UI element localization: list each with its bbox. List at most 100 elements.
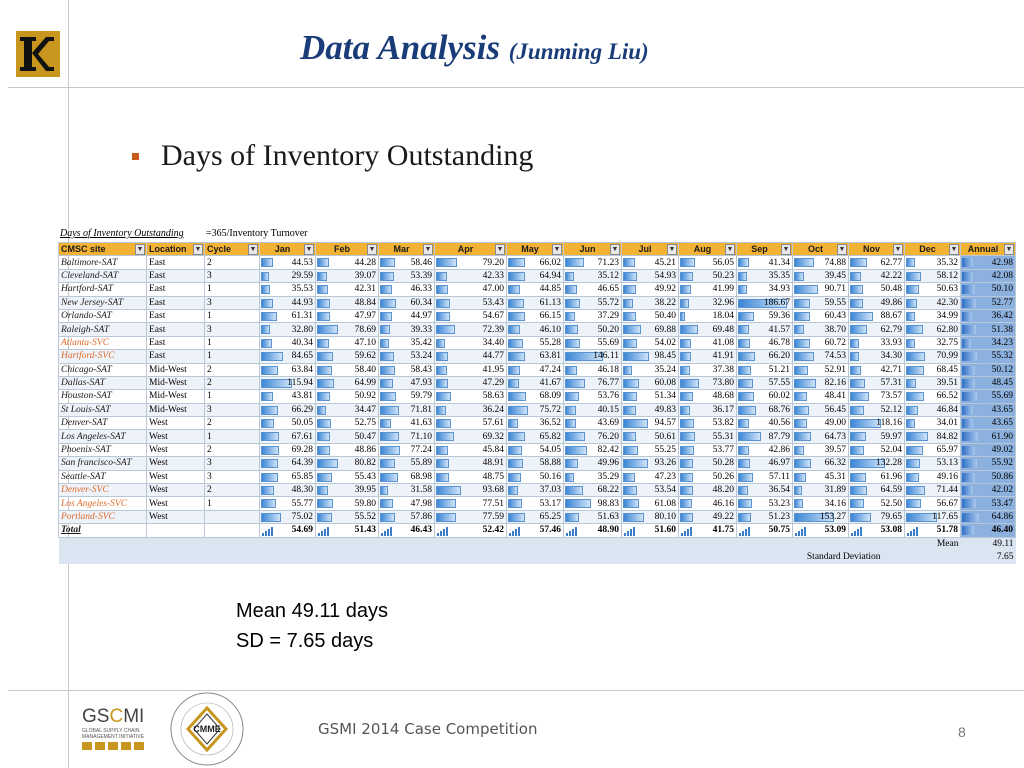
databar — [794, 365, 808, 375]
databar — [380, 258, 396, 268]
table-cell: 77.51 — [434, 496, 507, 511]
mean-row: Mean 49.11 — [58, 536, 1016, 551]
databar — [623, 472, 636, 482]
table-cell: 32.80 — [259, 322, 316, 337]
table-cell: 53.43 — [434, 295, 507, 310]
total-label: Total — [58, 523, 147, 538]
table-cell: 57.55 — [736, 375, 793, 391]
filter-dropdown-icon: ▼ — [781, 244, 791, 255]
table-cell: 41.67 — [506, 375, 564, 391]
databar — [508, 378, 519, 388]
databar — [680, 311, 685, 321]
site-cell: Phoenix-SAT — [58, 442, 147, 458]
column-header: Annual ▼ — [960, 241, 1016, 257]
site-cell: Orlando-SAT — [58, 308, 147, 324]
table-row: Chicago-SAT Mid-West 2 63.84 58.40 58.43 41.95… — [58, 362, 1016, 377]
table-cell: 51.21 — [736, 362, 793, 377]
location-cell: East — [146, 322, 205, 337]
table-cell: 40.15 — [563, 402, 622, 418]
table-cell: 93.26 — [621, 456, 679, 471]
databar — [906, 338, 915, 348]
table-cell: 65.25 — [506, 509, 564, 525]
cycle-cell: 3 — [204, 295, 260, 310]
databar — [623, 258, 635, 268]
table-row: Raleigh-SAT East 3 32.80 78.69 39.33 72.39 46.1… — [58, 322, 1016, 337]
databar — [738, 445, 750, 455]
databar — [850, 271, 862, 281]
databar — [962, 258, 974, 268]
gscmi-wordmark: GSCMI — [82, 706, 145, 727]
sd-text: SD = 7.65 days — [236, 630, 374, 652]
databar — [565, 352, 604, 362]
databar — [738, 311, 754, 321]
cycle-cell: 2 — [204, 362, 260, 377]
table-cell: 50.92 — [315, 389, 379, 404]
sheet-caption: Days of Inventory Outstanding — [60, 228, 184, 239]
databar — [623, 285, 637, 295]
databar — [906, 311, 916, 321]
databar — [565, 258, 584, 268]
databar — [680, 445, 695, 455]
table-cell: 40.34 — [259, 335, 316, 351]
databar — [680, 512, 693, 522]
table-row: Atlanta-SVC East 1 40.34 47.10 35.42 34.40 55.2… — [58, 335, 1016, 351]
databar — [962, 526, 975, 536]
table-row: Hartford-SVC East 1 84.65 59.62 53.24 44.77 63.… — [58, 349, 1016, 364]
databar — [380, 365, 396, 375]
table-cell: 78.69 — [315, 322, 379, 337]
filter-dropdown-icon: ▼ — [193, 244, 203, 255]
databar — [906, 459, 920, 469]
table-cell: 35.24 — [621, 362, 679, 377]
table-cell: 56.05 — [678, 255, 737, 270]
table-cell: 80.82 — [315, 456, 379, 471]
databar — [317, 352, 333, 362]
sparkline-icon — [624, 525, 636, 537]
databar — [794, 392, 807, 402]
sparkline-icon — [851, 525, 863, 537]
table-cell: 53.76 — [563, 389, 622, 404]
table-cell: 75.02 — [259, 509, 316, 525]
table-cell: 62.77 — [848, 255, 905, 270]
filter-dropdown-icon: ▼ — [1004, 244, 1014, 255]
table-cell: 53.17 — [506, 496, 564, 511]
databar — [317, 472, 332, 482]
databar — [436, 352, 448, 362]
table-cell: 35.42 — [378, 335, 435, 351]
sparkline-icon — [381, 525, 393, 537]
databar — [962, 432, 979, 442]
table-cell: 65.97 — [904, 442, 961, 458]
table-cell: 65.85 — [259, 469, 316, 485]
mean-text: Mean 49.11 days — [236, 600, 388, 622]
table-cell: 54.93 — [621, 268, 679, 284]
databar — [565, 271, 575, 281]
databar — [738, 432, 762, 442]
table-cell: 58.40 — [315, 362, 379, 377]
databar — [261, 486, 274, 496]
table-row: Dallas-SAT Mid-West 2 115.94 64.99 47.93 47.29… — [58, 375, 1016, 391]
table-cell: 50.48 — [848, 282, 905, 297]
table-cell: 36.52 — [506, 416, 564, 431]
databar — [565, 338, 580, 348]
site-cell: Seattle-SAT — [58, 469, 147, 485]
table-cell: 55.31 — [678, 429, 737, 444]
table-cell: 39.57 — [792, 442, 849, 458]
table-cell: 38.70 — [792, 322, 849, 337]
table-cell: 46.78 — [736, 335, 793, 351]
databar — [906, 405, 919, 415]
table-cell: 55.69 — [563, 335, 622, 351]
table-cell: 53.39 — [378, 268, 435, 284]
databar — [962, 338, 971, 348]
databar — [436, 432, 455, 442]
table-cell: 57.86 — [378, 509, 435, 525]
total-cell: 53.09 — [792, 523, 849, 538]
databar — [436, 271, 448, 281]
table-cell: 38.22 — [621, 295, 679, 310]
table-cell: 45.84 — [434, 442, 507, 458]
table-cell: 94.57 — [621, 416, 679, 431]
table-cell: 77.59 — [434, 509, 507, 525]
table-cell: 39.45 — [792, 268, 849, 284]
table-cell: 41.08 — [678, 335, 737, 351]
table-cell: 43.65 — [960, 402, 1016, 418]
table-cell: 55.89 — [378, 456, 435, 471]
cycle-cell — [204, 509, 260, 525]
